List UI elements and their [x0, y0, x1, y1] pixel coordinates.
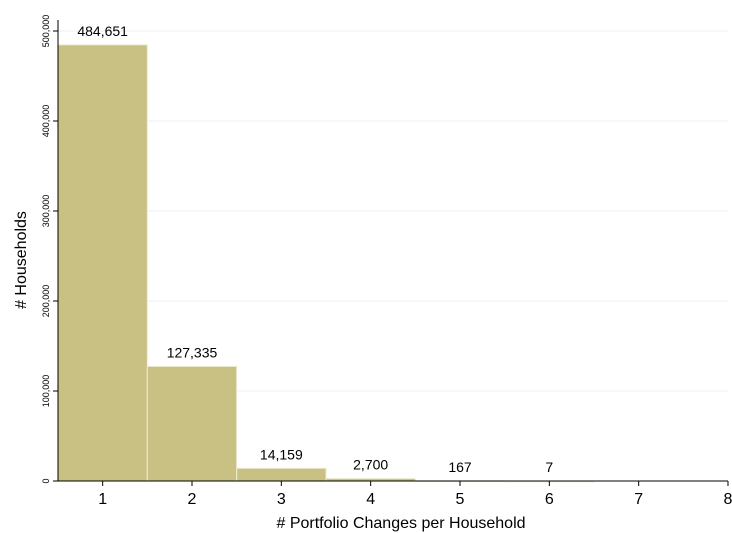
x-tick-label-6: 7: [634, 491, 643, 508]
bar-3: [236, 467, 327, 482]
y-tick-label-5: 500,000: [41, 15, 51, 48]
x-tick-label-1: 2: [188, 491, 197, 508]
x-axis-ticks: 1 2 3 4 5 6 7 8: [98, 481, 732, 508]
data-label-6: 7: [545, 459, 553, 475]
data-label-2: 127,335: [167, 344, 218, 360]
data-label-4: 2,700: [353, 457, 388, 473]
bar-1: [57, 44, 148, 482]
x-tick-label-3: 4: [366, 491, 375, 508]
y-axis-ticks: 0 100,000 200,000 300,000 400,000 500,000: [41, 15, 58, 484]
axes: [57, 20, 728, 482]
y-tick-label-1: 100,000: [41, 375, 51, 408]
y-tick-label-4: 400,000: [41, 105, 51, 138]
y-tick-label-2: 200,000: [41, 285, 51, 318]
data-label-3: 14,159: [260, 446, 303, 462]
x-tick-label-7: 8: [724, 491, 732, 508]
data-label-1: 484,651: [77, 23, 128, 39]
x-axis-title: # Portfolio Changes per Household: [276, 515, 525, 532]
y-tick-label-0: 0: [41, 478, 51, 483]
x-tick-label-0: 1: [98, 491, 107, 508]
data-labels: 484,651 127,335 14,159 2,700 167 7: [77, 23, 553, 475]
x-tick-label-5: 6: [545, 491, 554, 508]
data-label-5: 167: [448, 459, 472, 475]
bar-2: [146, 365, 238, 482]
y-tick-label-3: 300,000: [41, 195, 51, 228]
x-tick-label-2: 3: [277, 491, 286, 508]
x-tick-label-4: 5: [456, 491, 465, 508]
y-axis-title: # Households: [13, 211, 30, 309]
